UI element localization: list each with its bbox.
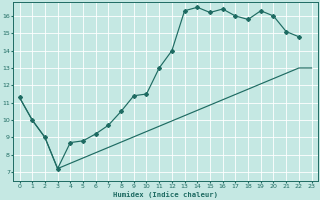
X-axis label: Humidex (Indice chaleur): Humidex (Indice chaleur) xyxy=(113,191,218,198)
